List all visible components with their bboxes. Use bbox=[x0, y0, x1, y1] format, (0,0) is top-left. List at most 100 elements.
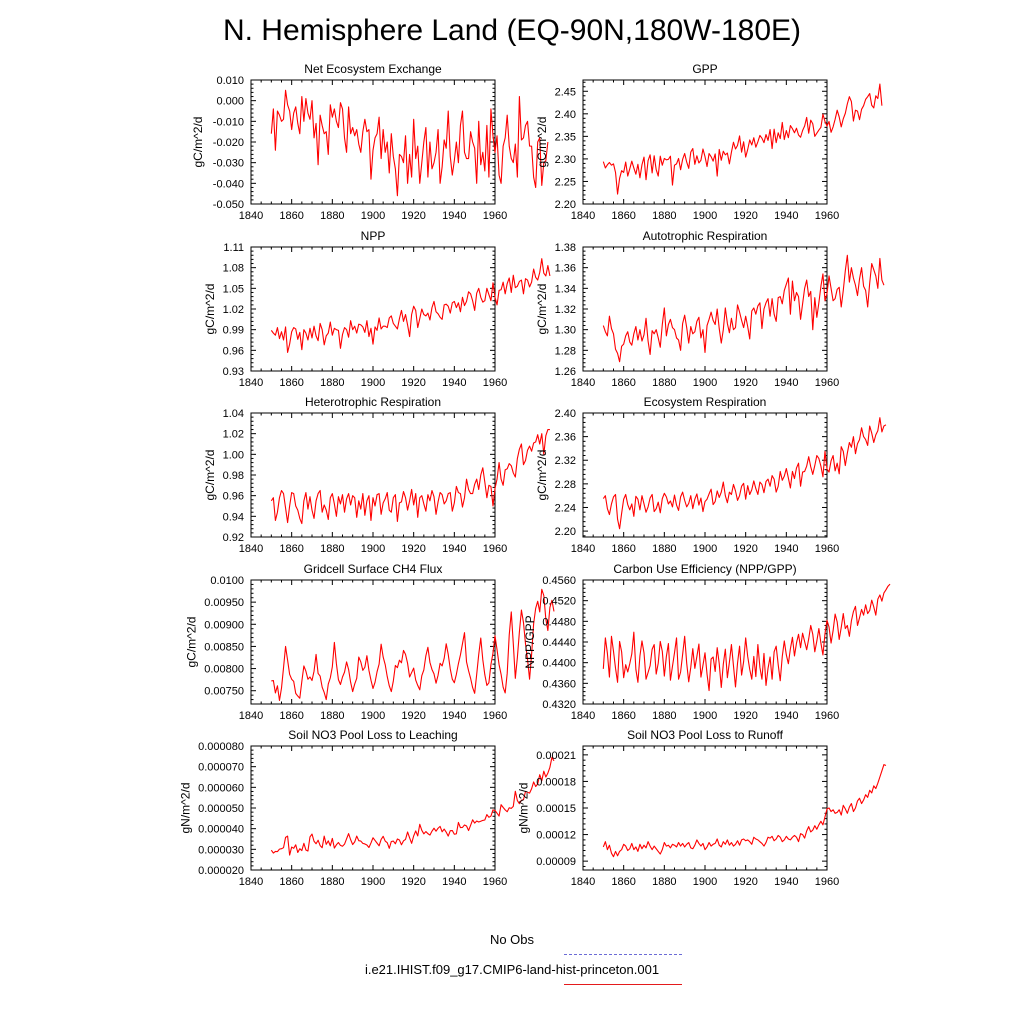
y-tick-label: 0.00009 bbox=[536, 856, 576, 868]
chart-title: Gridcell Surface CH4 Flux bbox=[304, 562, 443, 576]
x-tick-label: 1940 bbox=[442, 377, 466, 389]
series-line bbox=[602, 583, 891, 692]
x-tick-label: 1920 bbox=[401, 710, 425, 722]
x-tick-label: 1840 bbox=[239, 377, 263, 389]
y-tick-label: 2.32 bbox=[555, 455, 576, 467]
series-line bbox=[602, 417, 887, 530]
x-tick-label: 1940 bbox=[442, 710, 466, 722]
x-tick-label: 1860 bbox=[611, 210, 635, 222]
x-tick-label: 1900 bbox=[361, 543, 385, 555]
y-tick-label: -0.020 bbox=[213, 137, 244, 149]
series-line bbox=[271, 588, 555, 702]
y-tick-label: 0.00950 bbox=[204, 597, 244, 609]
y-tick-label: 1.38 bbox=[555, 242, 576, 254]
x-tick-label: 1880 bbox=[320, 710, 344, 722]
chart-panel-10: Soil NO3 Pool Loss to Runoff 1840 1860 1880… bbox=[517, 728, 887, 888]
x-tick-label: 1920 bbox=[401, 876, 425, 888]
x-tick-label: 1840 bbox=[571, 710, 595, 722]
x-tick-label: 1940 bbox=[442, 210, 466, 222]
y-tick-label: 2.28 bbox=[555, 479, 576, 491]
y-axis-label: gC/m^2/d bbox=[535, 284, 549, 335]
y-tick-label: -0.010 bbox=[213, 116, 244, 128]
y-axis-label: gC/m^2/d bbox=[535, 450, 549, 501]
x-tick-label: 1880 bbox=[320, 377, 344, 389]
chart-panel-9: Soil NO3 Pool Loss to Leaching 1840 1860 18… bbox=[178, 728, 555, 888]
x-tick-label: 1840 bbox=[239, 543, 263, 555]
y-tick-label: 0.00021 bbox=[536, 750, 576, 762]
y-tick-label: -0.030 bbox=[213, 158, 244, 170]
x-tick-label: 1840 bbox=[571, 377, 595, 389]
x-tick-label: 1960 bbox=[815, 710, 839, 722]
chart-title: Soil NO3 Pool Loss to Runoff bbox=[627, 728, 784, 742]
y-tick-label: 0.4360 bbox=[542, 678, 576, 690]
x-tick-label: 1900 bbox=[361, 210, 385, 222]
y-tick-label: 2.35 bbox=[555, 131, 576, 143]
y-tick-label: 0.00750 bbox=[204, 686, 244, 698]
x-tick-label: 1960 bbox=[815, 210, 839, 222]
y-tick-label: 0.4480 bbox=[542, 616, 576, 628]
y-tick-label: 1.28 bbox=[555, 345, 576, 357]
y-tick-label: 1.26 bbox=[555, 366, 576, 378]
x-tick-label: 1940 bbox=[774, 210, 798, 222]
x-tick-label: 1920 bbox=[733, 543, 757, 555]
y-tick-label: 1.02 bbox=[223, 304, 244, 316]
y-tick-label: 2.36 bbox=[555, 432, 576, 444]
chart-panel-7: Gridcell Surface CH4 Flux 1840 1860 1880 190… bbox=[185, 562, 555, 722]
chart-title: Soil NO3 Pool Loss to Leaching bbox=[288, 728, 457, 742]
y-tick-label: 2.25 bbox=[555, 176, 576, 188]
chart-panel-6: Ecosystem Respiration 1840 1860 1880 1900 192… bbox=[535, 395, 887, 555]
y-tick-label: 0.4320 bbox=[542, 699, 576, 711]
y-tick-label: 0.000 bbox=[216, 96, 244, 108]
x-tick-label: 1900 bbox=[361, 710, 385, 722]
y-axis-label: gC/m^2/d bbox=[185, 617, 199, 668]
y-tick-label: 1.08 bbox=[223, 263, 244, 275]
y-tick-label: 1.34 bbox=[555, 283, 576, 295]
x-tick-label: 1860 bbox=[279, 543, 303, 555]
plot-frame bbox=[582, 79, 828, 205]
series-line bbox=[602, 764, 887, 858]
series-line bbox=[602, 83, 883, 195]
x-tick-label: 1920 bbox=[733, 710, 757, 722]
series-line bbox=[270, 428, 550, 525]
y-tick-label: 0.00850 bbox=[204, 641, 244, 653]
y-tick-label: 0.00800 bbox=[204, 664, 244, 676]
x-tick-label: 1840 bbox=[239, 710, 263, 722]
chart-panel-3: NPP 1840 1860 1880 1900 1920 1940 1960 0.93 0.96 0… bbox=[203, 229, 551, 389]
chart-title: Autotrophic Respiration bbox=[643, 229, 768, 243]
x-tick-label: 1940 bbox=[774, 543, 798, 555]
y-axis-label: gC/m^2/d bbox=[203, 450, 217, 501]
series-line bbox=[602, 254, 885, 363]
y-tick-label: 1.04 bbox=[223, 408, 244, 420]
x-tick-label: 1860 bbox=[611, 377, 635, 389]
x-tick-label: 1940 bbox=[774, 710, 798, 722]
y-tick-label: 2.30 bbox=[555, 154, 576, 166]
x-tick-label: 1900 bbox=[693, 543, 717, 555]
chart-panel-1: Net Ecosystem Exchange 1840 1860 1880 1900 19… bbox=[191, 62, 549, 222]
x-tick-label: 1880 bbox=[320, 210, 344, 222]
x-tick-label: 1900 bbox=[361, 377, 385, 389]
chart-title: Carbon Use Efficiency (NPP/GPP) bbox=[613, 562, 796, 576]
x-tick-label: 1860 bbox=[611, 710, 635, 722]
series-line bbox=[270, 756, 555, 856]
y-tick-label: 0.00012 bbox=[536, 830, 576, 842]
y-tick-label: 2.40 bbox=[555, 408, 576, 420]
x-tick-label: 1940 bbox=[442, 876, 466, 888]
chart-title: Heterotrophic Respiration bbox=[305, 395, 441, 409]
plot-frame bbox=[250, 79, 496, 205]
chart-title: NPP bbox=[361, 229, 386, 243]
y-tick-label: 0.4400 bbox=[542, 658, 576, 670]
x-tick-label: 1860 bbox=[279, 377, 303, 389]
chart-title: Ecosystem Respiration bbox=[644, 395, 767, 409]
legend-obs-sample bbox=[564, 954, 682, 955]
x-tick-label: 1840 bbox=[239, 210, 263, 222]
x-tick-label: 1900 bbox=[361, 876, 385, 888]
legend-obs-label: No Obs bbox=[489, 932, 535, 947]
legend-run-label: i.e21.IHIST.f09_g17.CMIP6-land-hist-prin… bbox=[364, 962, 660, 977]
y-tick-label: 0.94 bbox=[223, 511, 244, 523]
y-tick-label: 0.96 bbox=[223, 491, 244, 503]
chart-panel-4: Autotrophic Respiration 1840 1860 1880 1900 1… bbox=[535, 229, 885, 389]
x-tick-label: 1920 bbox=[733, 210, 757, 222]
y-tick-label: 0.010 bbox=[216, 75, 244, 87]
legend-run-sample bbox=[564, 984, 682, 985]
